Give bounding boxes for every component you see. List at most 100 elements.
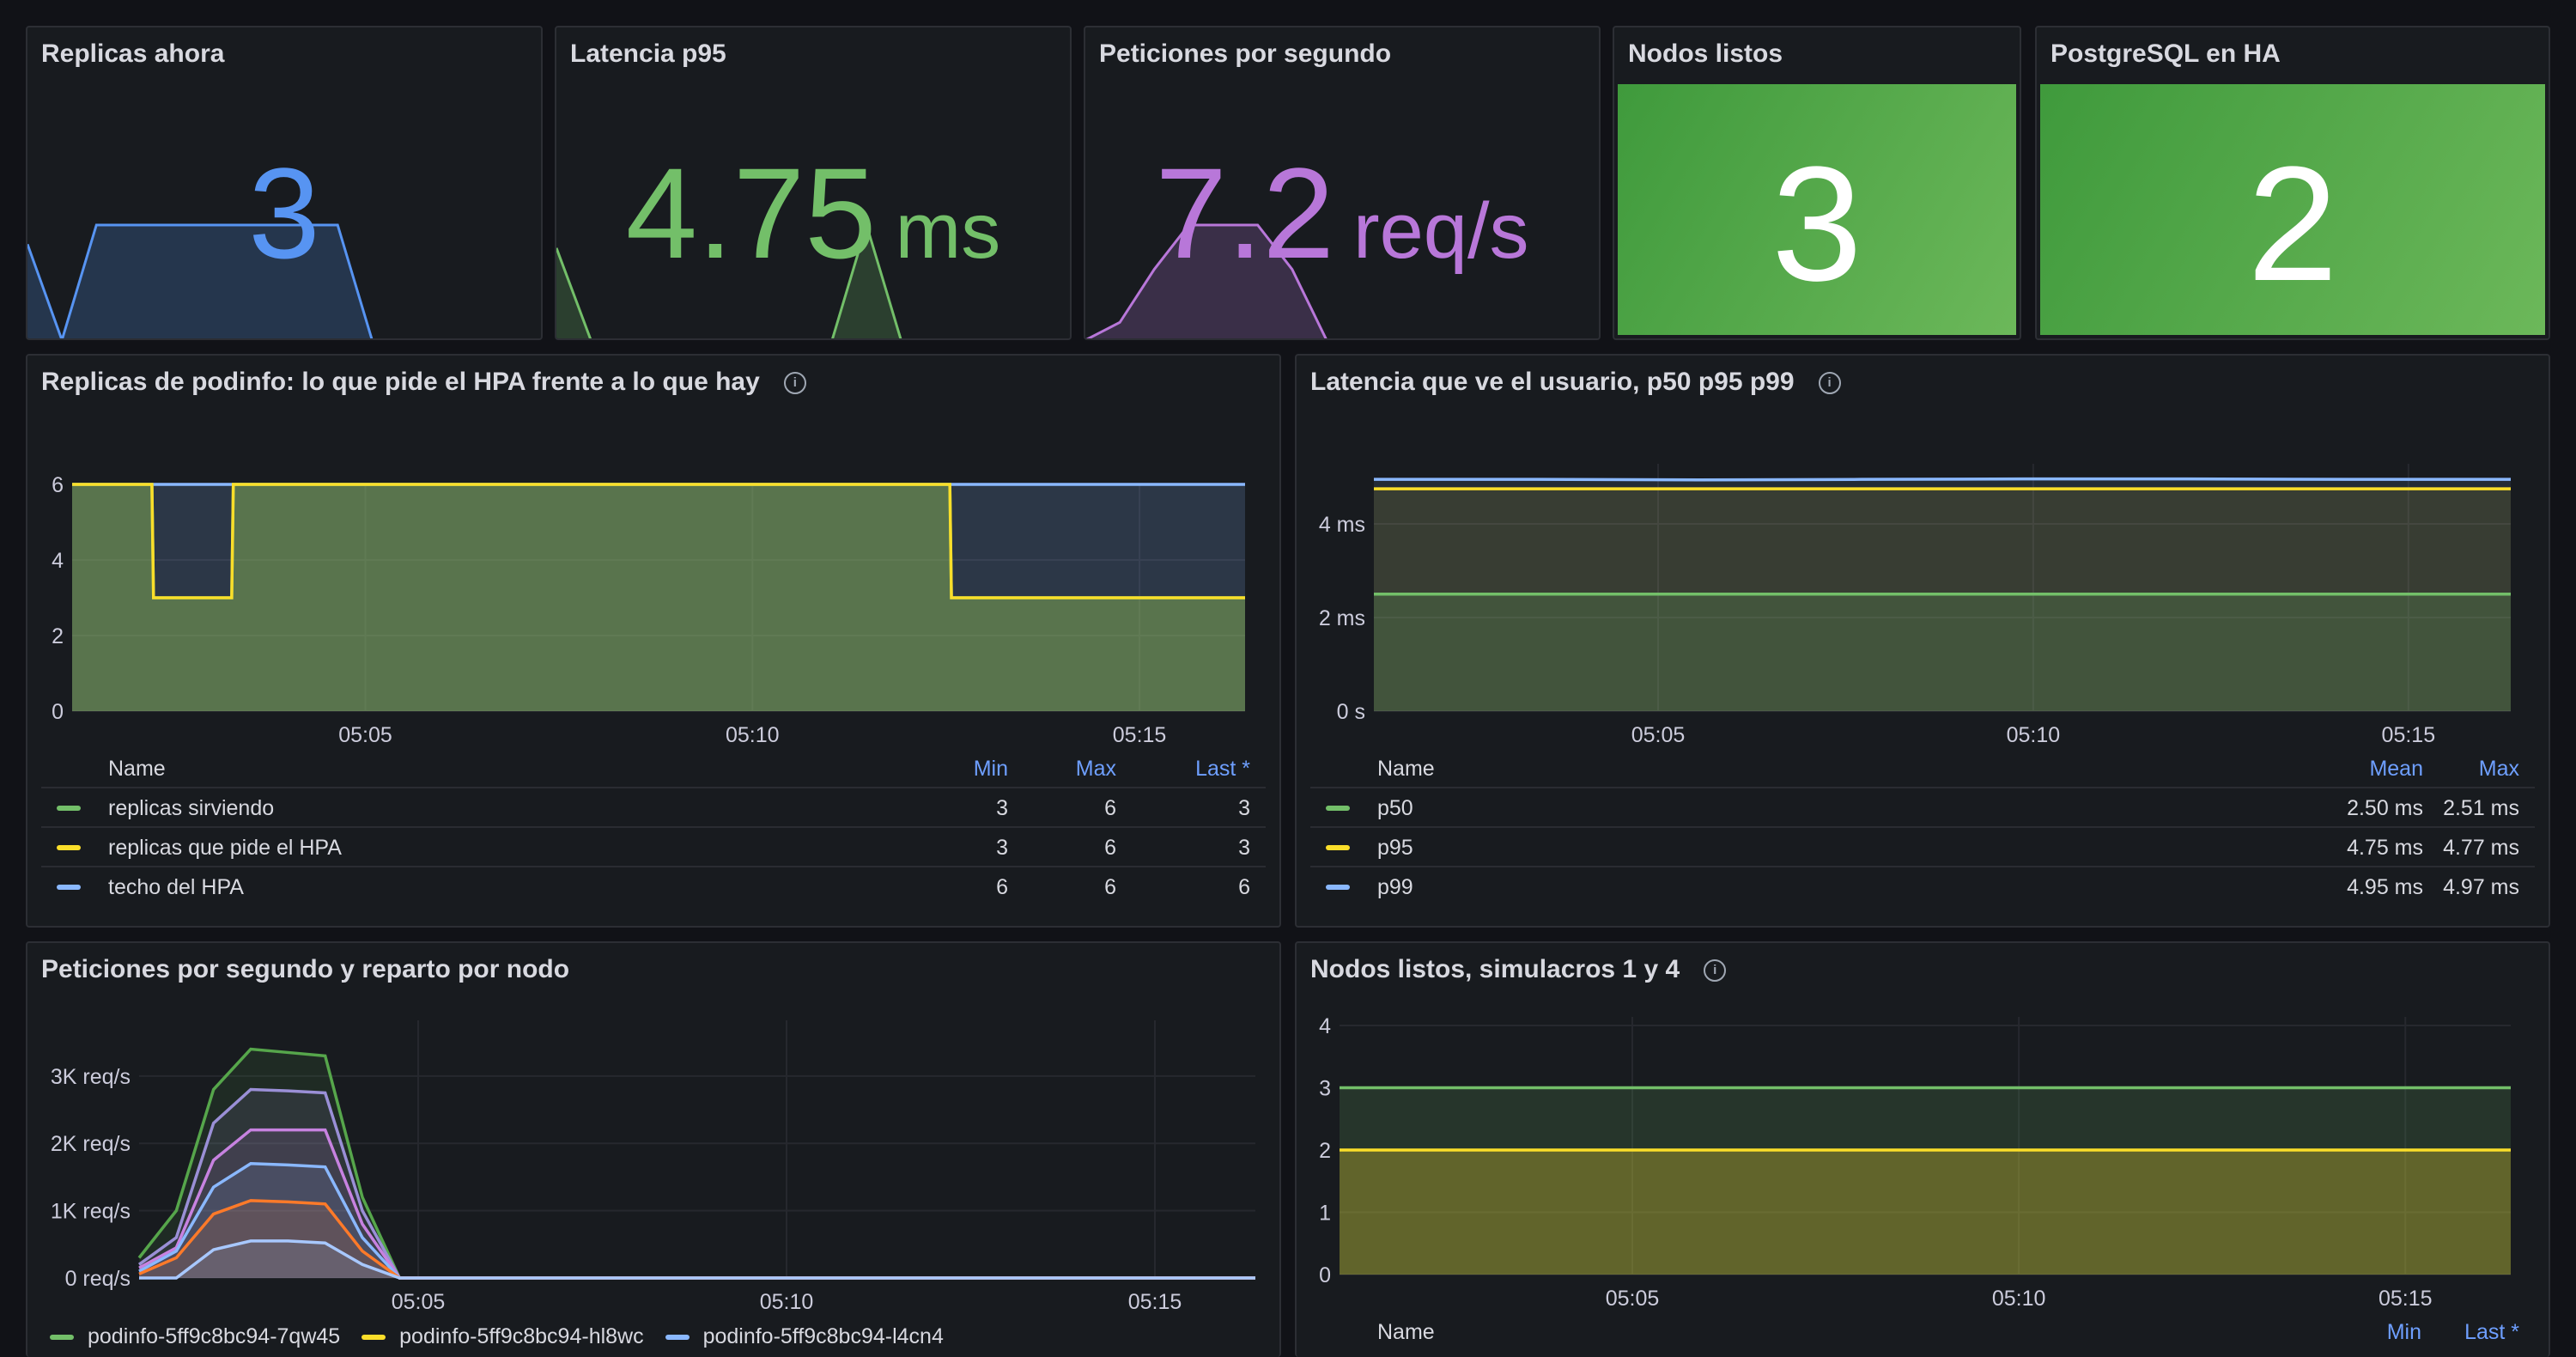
latency-panel[interactable]: Latencia que ve el usuario, p50 p95 p99 i… [1295,354,2550,928]
series-area [139,1129,1255,1278]
series-line[interactable] [1374,477,2511,482]
x-tick-label: 05:05 [392,1290,446,1314]
x-tick-label: 05:10 [760,1290,814,1314]
legend-header-name[interactable]: Name [1377,757,1435,781]
legend-header: Name Min Max Last * [41,749,1266,788]
legend-max: 2.51 ms [2443,796,2519,820]
sparkline-area [556,225,901,338]
stat-number: 2 [2247,133,2338,315]
legend-max: 4.97 ms [2443,875,2519,899]
panel-title: Nodos listos, simulacros 1 y 4 i [1310,955,1727,984]
panel-title: Peticiones por segundo y reparto por nod… [41,955,570,983]
nodes-chart[interactable]: 05:05 05:10 05:15 0 1 2 3 4 [1297,943,2550,1321]
legend-item[interactable]: podinfo-5ff9c8bc94-7qw45 [50,1324,340,1348]
legend-header-max[interactable]: Max [2478,757,2519,781]
legend-item[interactable]: podinfo-5ff9c8bc94-hl8wc [346,1324,644,1348]
info-icon[interactable]: i [783,372,806,394]
stat-number: 3 [248,141,320,285]
x-tick-label: 05:15 [2379,1287,2433,1311]
legend-swatch [1326,885,1350,890]
sparkline-line [27,223,374,338]
series-area [1340,1150,2511,1275]
series-area [139,1049,1255,1278]
legend-header-mean[interactable]: Mean [2369,757,2423,781]
panel-title: Latencia p95 [570,40,726,68]
stat-panel-nodes[interactable]: Nodos listos 3 [1613,26,2021,340]
series-line[interactable] [72,483,1245,599]
sparkline [1085,223,1327,338]
series-line[interactable] [139,1239,1255,1280]
legend-inline: podinfo-5ff9c8bc94-7qw45 podinfo-5ff9c8b… [50,1324,944,1349]
y-tick-label: 0 s [1337,700,1365,724]
panel-title-text: Nodos listos, simulacros 1 y 4 [1310,955,1680,983]
legend-row[interactable]: p95 4.75 ms 4.77 ms [1310,828,2535,867]
legend-row[interactable]: p50 2.50 ms 2.51 ms [1310,788,2535,828]
panel-title: PostgreSQL en HA [2050,40,2281,68]
legend-row[interactable]: p99 4.95 ms 4.97 ms [1310,867,2535,907]
legend-series-name[interactable]: p95 [1377,836,1413,860]
legend-header-max[interactable]: Max [1075,757,1116,781]
x-tick-label: 05:10 [2007,723,2061,747]
y-tick-label: 2 [1319,1139,1331,1163]
legend-header-name[interactable]: Name [108,757,166,781]
legend-series-name[interactable]: techo del HPA [108,875,244,899]
latency-chart[interactable]: 05:05 05:10 05:15 0 s 2 ms 4 ms [1297,356,2550,768]
replicas-chart[interactable]: 05:05 05:10 05:15 0 2 4 6 [27,356,1281,768]
stat-number: 4.75 [625,141,877,285]
panel-title: Replicas ahora [41,40,225,68]
x-tick-label: 05:05 [1606,1287,1660,1311]
legend-swatch [57,885,81,890]
legend-swatch [50,1335,74,1341]
legend-max: 6 [1104,875,1116,899]
legend-last: 3 [1238,796,1250,820]
legend-header-last[interactable]: Last * [1195,757,1250,781]
legend-swatch [57,806,81,811]
legend-item[interactable]: podinfo-5ff9c8bc94-l4cn4 [650,1324,944,1348]
legend-header-last[interactable]: Last * [2464,1320,2519,1344]
legend-swatch [57,845,81,850]
info-icon[interactable]: i [1818,372,1841,394]
info-icon[interactable]: i [1704,959,1727,982]
legend-last: 3 [1238,836,1250,860]
rps-chart[interactable]: 05:05 05:10 05:15 0 req/s 1K req/s 2K req/s 3K… [27,943,1281,1321]
legend-series-name[interactable]: replicas que pide el HPA [108,836,342,860]
legend-series-name[interactable]: p50 [1377,796,1413,820]
y-tick-label: 4 ms [1319,513,1365,537]
panel-title-text: Replicas de podinfo: lo que pide el HPA … [41,368,760,396]
legend-header: Name Mean Max [1310,749,2535,788]
stat-panel-latency[interactable]: Latencia p95 4.75 ms [555,26,1072,340]
legend-last: 6 [1238,875,1250,899]
legend-series-name[interactable]: replicas sirviendo [108,796,275,820]
rps-panel[interactable]: Peticiones por segundo y reparto por nod… [26,941,1281,1357]
legend-header-name[interactable]: Name [1377,1320,1435,1344]
legend-mean: 4.95 ms [2347,875,2423,899]
y-tick-label: 0 [52,700,64,724]
stat-unit: req/s [1353,187,1529,275]
y-tick-label: 2K req/s [51,1132,131,1156]
legend-header-min[interactable]: Min [2386,1320,2421,1344]
legend-max: 6 [1104,836,1116,860]
sparkline [27,223,374,338]
stat-number: 7.2 [1155,141,1334,285]
x-tick-label: 05:15 [1113,723,1167,747]
legend-row[interactable]: replicas que pide el HPA 3 6 3 [41,828,1266,867]
y-tick-label: 3K req/s [51,1065,131,1089]
stat-panel-replicas[interactable]: Replicas ahora 3 [26,26,543,340]
stat-value: 3 [1614,131,2020,318]
legend-header-min[interactable]: Min [973,757,1008,781]
series-area [139,1163,1255,1278]
stat-panel-postgres[interactable]: PostgreSQL en HA 2 [2035,26,2550,340]
stat-unit: ms [895,187,1001,275]
stat-value: 3 [27,139,541,288]
legend-row[interactable]: replicas sirviendo 3 6 3 [41,788,1266,828]
legend-series-name[interactable]: p99 [1377,875,1413,899]
legend-row[interactable]: techo del HPA 6 6 6 [41,867,1266,907]
legend-swatch [1326,806,1350,811]
series-area [72,484,1245,711]
y-tick-label: 2 ms [1319,606,1365,630]
stat-panel-rps[interactable]: Peticiones por segundo 7.2 req/s [1084,26,1601,340]
legend-series-name: podinfo-5ff9c8bc94-hl8wc [399,1324,644,1348]
replicas-panel[interactable]: Replicas de podinfo: lo que pide el HPA … [26,354,1281,928]
sparkline [556,220,902,338]
